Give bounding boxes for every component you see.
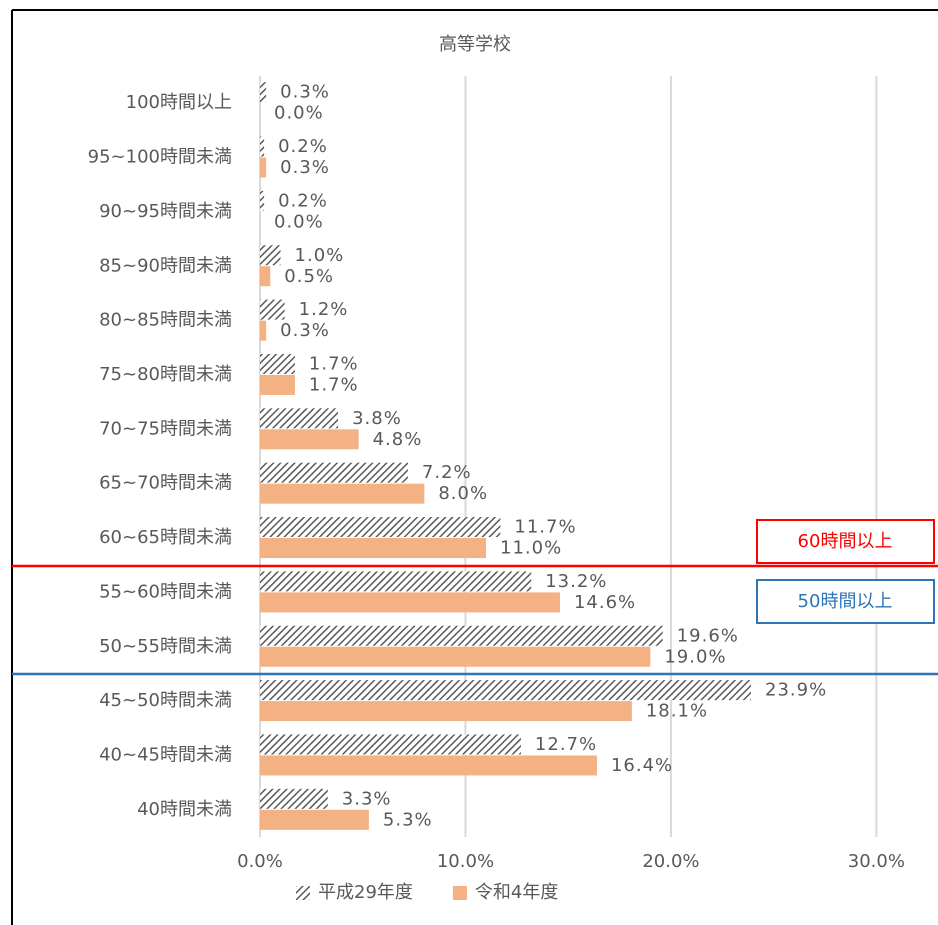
y-tick-label: 95~100時間未満 [88, 147, 232, 168]
y-tick-label: 80~85時間未満 [99, 310, 232, 331]
bar [260, 680, 752, 701]
value-label: 5.3% [383, 809, 433, 830]
bar [260, 157, 267, 178]
bar [260, 571, 532, 592]
value-label: 0.2% [278, 190, 328, 211]
bar [260, 538, 486, 559]
annotation-box [756, 579, 935, 624]
y-tick-label: 75~80時間未満 [99, 364, 232, 385]
value-label: 11.7% [514, 517, 576, 538]
bar [260, 625, 663, 646]
value-label: 3.3% [342, 788, 392, 809]
bar [260, 299, 285, 320]
y-tick-label: 50~55時間未満 [99, 636, 232, 657]
value-label: 1.7% [309, 353, 359, 374]
value-label: 0.3% [280, 320, 330, 341]
value-label: 1.2% [299, 299, 349, 320]
bar [260, 462, 408, 483]
value-label: 19.0% [664, 646, 726, 667]
legend-swatch [296, 886, 310, 900]
value-label: 23.9% [765, 680, 827, 701]
y-tick-label: 60~65時間未満 [99, 527, 232, 548]
annotation-box [756, 519, 935, 564]
legend-label: 平成29年度 [318, 882, 413, 903]
bar [260, 408, 339, 429]
bar [260, 353, 295, 374]
x-tick-label: 0.0% [237, 851, 283, 872]
legend-label: 令和4年度 [475, 882, 558, 903]
value-label: 16.4% [611, 755, 673, 776]
value-label: 1.7% [309, 374, 359, 395]
x-tick-label: 20.0% [642, 851, 699, 872]
y-tick-label: 45~50時間未満 [99, 690, 232, 711]
value-label: 0.5% [284, 266, 334, 287]
bar [260, 320, 267, 341]
value-label: 3.8% [352, 408, 402, 429]
chart-title: 高等学校 [439, 34, 511, 55]
value-label: 0.0% [274, 211, 324, 232]
bar [260, 136, 265, 157]
value-label: 13.2% [545, 571, 607, 592]
value-label: 0.0% [274, 103, 324, 124]
value-label: 8.0% [438, 483, 488, 504]
value-label: 19.6% [677, 625, 739, 646]
bar [260, 809, 369, 830]
bar [260, 374, 295, 395]
y-tick-label: 70~75時間未満 [99, 418, 232, 439]
bar [260, 190, 265, 211]
x-tick-label: 10.0% [437, 851, 494, 872]
bar [260, 82, 267, 103]
value-label: 7.2% [422, 462, 472, 483]
y-tick-label: 40時間未満 [137, 799, 232, 820]
bar [260, 701, 632, 722]
bar [260, 483, 425, 504]
plot: 0.0% 10.0% 20.0% 30.0%100時間以上 0.3%0.0%95~100… [88, 76, 905, 872]
bar [260, 592, 560, 613]
annotation: 50時間以上 [798, 591, 893, 612]
bar [260, 646, 651, 667]
bar [260, 755, 597, 776]
bar [260, 266, 271, 287]
value-label: 4.8% [373, 429, 423, 450]
y-tick-label: 85~90時間未満 [99, 255, 232, 276]
value-label: 1.0% [295, 245, 345, 266]
y-tick-label: 40~45時間未満 [99, 744, 232, 765]
bar [260, 517, 501, 538]
bar [260, 734, 521, 755]
y-tick-label: 55~60時間未満 [99, 581, 232, 602]
y-tick-label: 100時間以上 [126, 92, 232, 113]
value-label: 11.0% [500, 538, 562, 559]
value-label: 12.7% [535, 734, 597, 755]
value-label: 0.3% [280, 157, 330, 178]
legend-swatch [452, 886, 467, 900]
y-tick-label: 65~70時間未満 [99, 473, 232, 494]
y-tick-label: 90~95時間未満 [99, 201, 232, 222]
bar [260, 245, 281, 266]
value-label: 18.1% [646, 701, 708, 722]
bar [260, 429, 359, 450]
value-label: 0.3% [280, 82, 330, 103]
bar [260, 788, 328, 809]
value-label: 14.6% [574, 592, 636, 613]
value-label: 0.2% [278, 136, 328, 157]
annotation: 60時間以上 [798, 531, 893, 552]
x-tick-label: 30.0% [848, 851, 905, 872]
